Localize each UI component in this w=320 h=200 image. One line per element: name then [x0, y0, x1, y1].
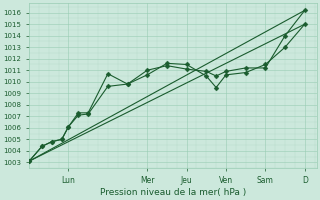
X-axis label: Pression niveau de la mer( hPa ): Pression niveau de la mer( hPa ): [100, 188, 246, 197]
